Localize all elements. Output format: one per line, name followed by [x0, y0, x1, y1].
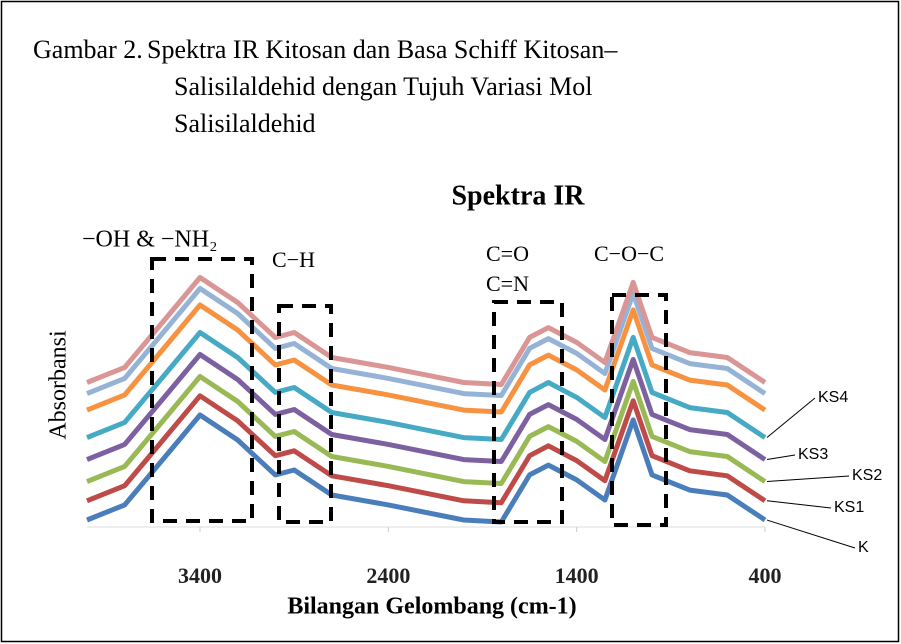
leader-line: [766, 500, 832, 509]
caption-line: Salisilaldehid: [174, 109, 316, 138]
region-box: [150, 257, 254, 523]
annotation: C−O−C: [594, 241, 664, 266]
leader-line: [766, 519, 856, 549]
caption-label: Gambar 2.: [33, 35, 143, 64]
x-axis-label: Bilangan Gelombang (cm-1): [287, 594, 576, 620]
series-label: K: [858, 539, 869, 556]
region-box: [610, 293, 668, 527]
series-line: [86, 393, 767, 506]
region-box: [277, 304, 333, 524]
leader-line: [766, 475, 850, 483]
x-tick-label: 3400: [178, 563, 222, 588]
series-label: KS4: [818, 389, 848, 406]
leader-line: [766, 397, 816, 438]
series-line: [86, 352, 767, 464]
series-label: KS2: [852, 467, 882, 484]
caption-line: Spektra IR Kitosan dan Basa Schiff Kitos…: [147, 35, 618, 64]
region-box: [492, 300, 564, 524]
caption-line: Salisilaldehid dengan Tujuh Variasi Mol: [174, 72, 592, 101]
annotation: −OH & −NH₂: [82, 227, 217, 253]
annotation: C−H: [272, 247, 315, 272]
annotations: −OH & −NH₂ C−H C=O C=N C−O−C: [82, 227, 668, 527]
series-label: KS3: [798, 446, 828, 463]
annotation: C=O: [486, 241, 529, 266]
leader-line: [766, 454, 796, 461]
series-line: [86, 275, 767, 387]
x-tick-label: 400: [749, 563, 782, 588]
series-line: [86, 302, 767, 415]
series-line: [86, 412, 767, 525]
chart-title: Spektra IR: [451, 180, 585, 211]
series-line: [86, 286, 767, 398]
x-tick-label: 1400: [555, 563, 599, 588]
series-line: [86, 374, 767, 486]
y-axis-label: Absorbansi: [46, 330, 72, 440]
series-line: [86, 330, 767, 442]
x-tick-label: 2400: [366, 563, 410, 588]
annotation: C=N: [486, 271, 529, 296]
plot: 3400 2400 1400 400 K KS1 KS2 KS3 KS4: [86, 275, 882, 588]
series-label: KS1: [834, 499, 864, 516]
